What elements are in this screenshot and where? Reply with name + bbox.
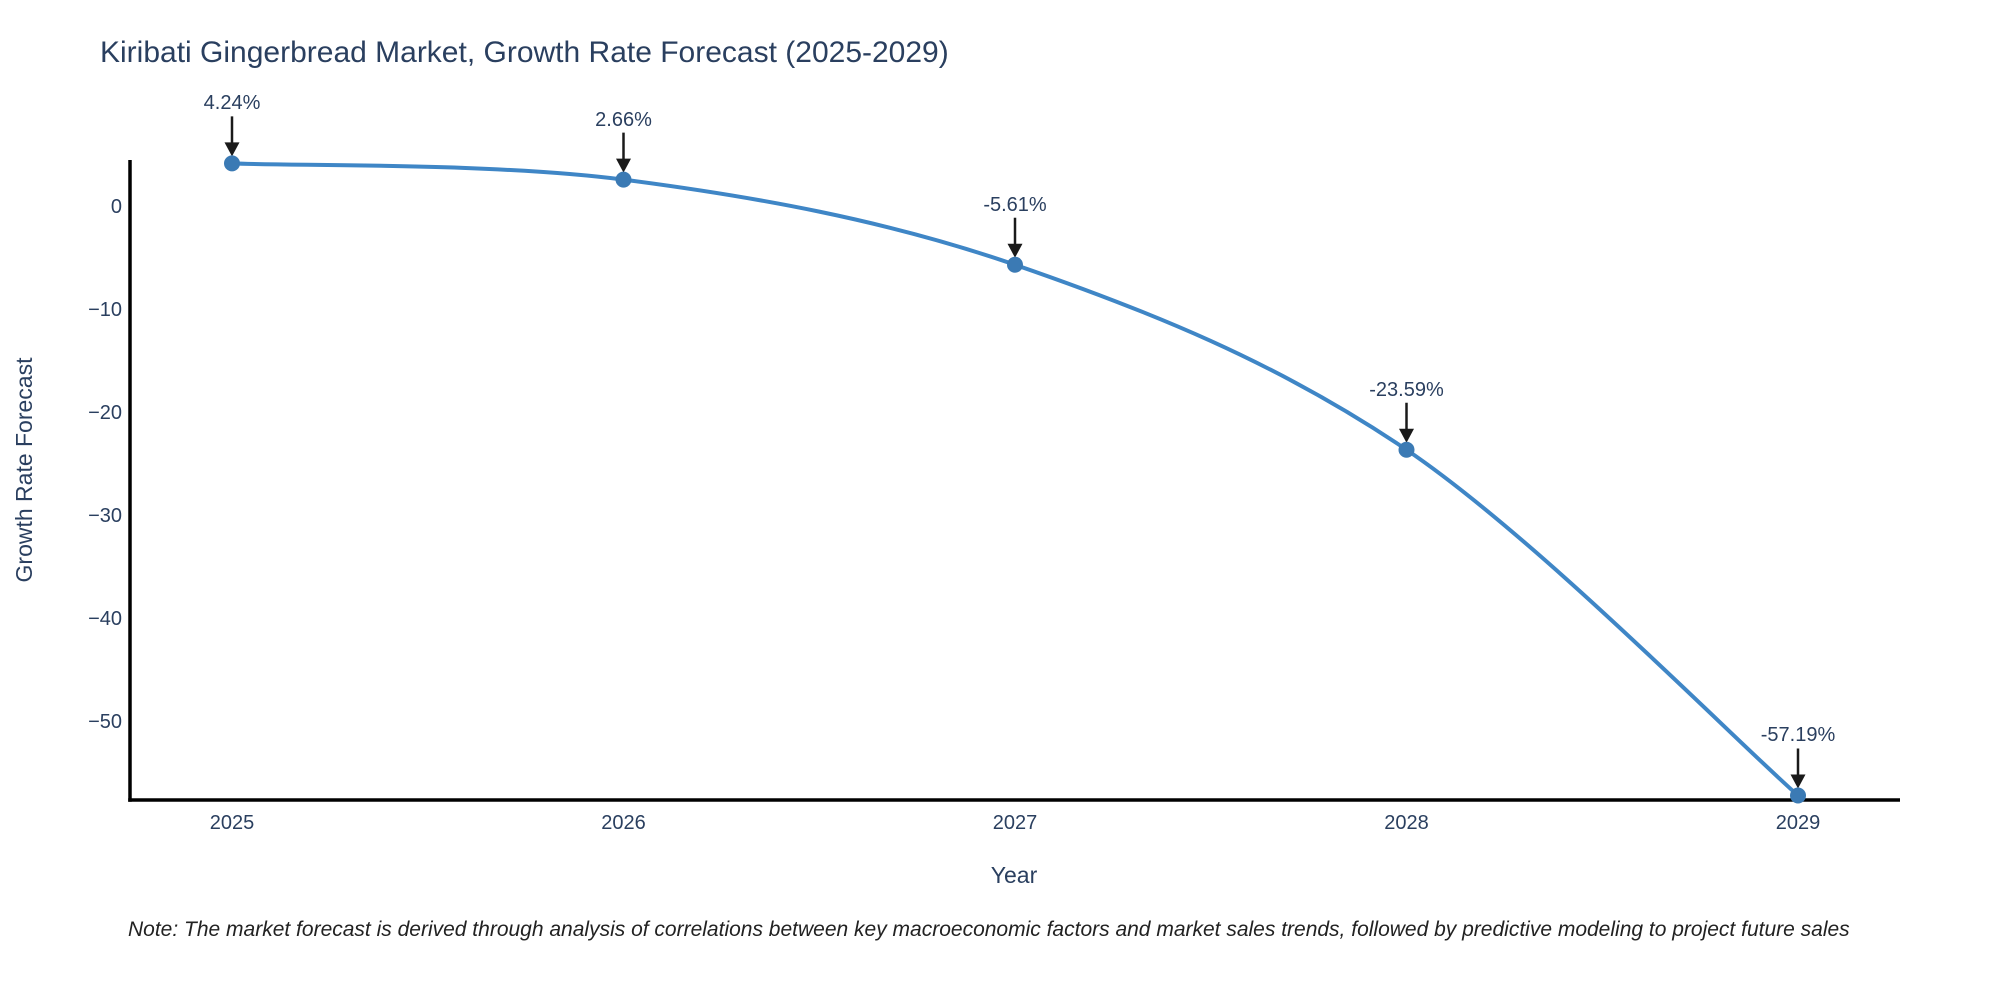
x-axis-title: Year [990, 862, 1038, 888]
point-annotation: -5.61% [983, 193, 1047, 216]
point-annotation: 4.24% [203, 92, 261, 115]
point-annotation: -23.59% [1369, 378, 1444, 401]
y-tick-label: 0 [110, 196, 122, 218]
annotation-arrowhead-icon [1007, 243, 1023, 258]
y-tick-label: −20 [88, 401, 122, 424]
annotation-arrowhead-icon [1790, 774, 1806, 789]
y-tick-label: −30 [88, 504, 122, 527]
point-annotation: -57.19% [1760, 724, 1836, 747]
x-tick-label: 2027 [992, 812, 1038, 834]
x-tick-label: 2028 [1384, 812, 1429, 834]
series-markers [224, 155, 1806, 804]
series-line [231, 161, 1800, 797]
y-tick-label: −40 [88, 607, 122, 630]
footnote-text: Note: The market forecast is derived thr… [128, 918, 1850, 941]
data-point-marker [1398, 441, 1415, 458]
data-point-marker [224, 155, 240, 172]
data-point-marker [1007, 256, 1023, 273]
annotation-arrowhead-icon [1399, 428, 1414, 443]
annotation-arrows [224, 116, 1806, 789]
x-tick-label: 2029 [1775, 812, 1821, 834]
x-tick-label: 2026 [601, 812, 646, 834]
annotation-arrowhead-icon [616, 158, 631, 173]
y-tick-label: −50 [88, 710, 122, 733]
annotation-arrowhead-icon [224, 142, 240, 157]
point-annotation: 2.66% [595, 108, 652, 131]
x-tick-label: 2025 [209, 812, 255, 834]
data-point-marker [1790, 787, 1806, 804]
data-point-marker [615, 171, 632, 188]
y-tick-label: −10 [88, 298, 122, 321]
chart-title: Kiribati Gingerbread Market, Growth Rate… [100, 36, 949, 69]
